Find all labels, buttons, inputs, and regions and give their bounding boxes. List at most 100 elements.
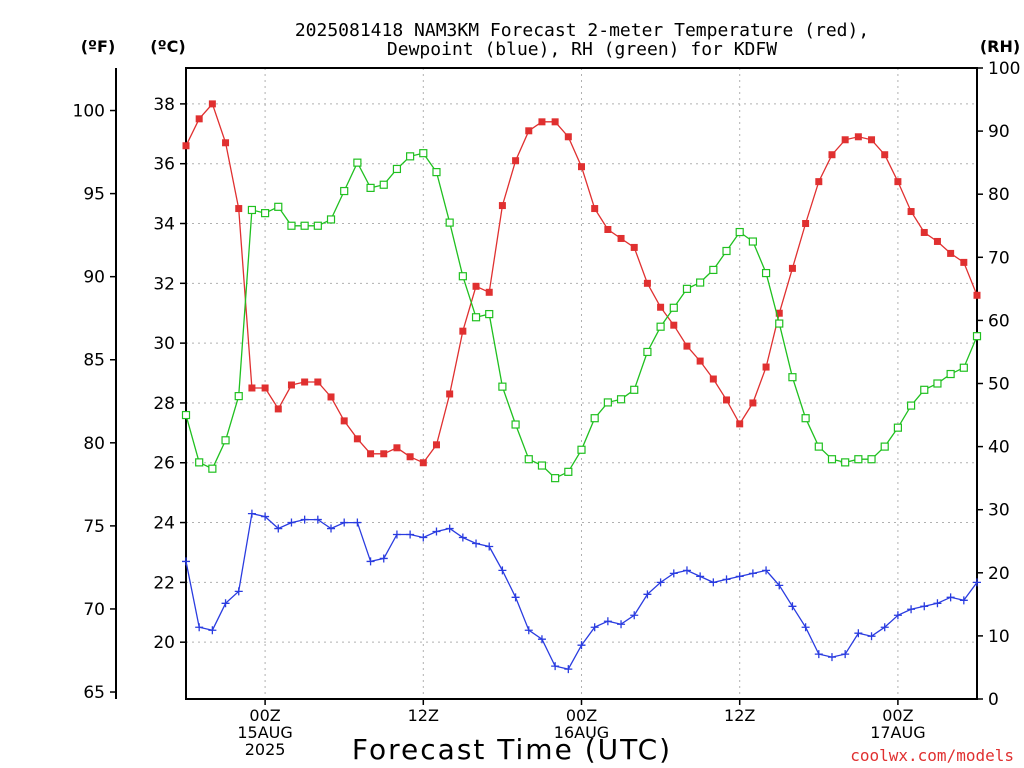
celsius-tick-label: 34 — [153, 215, 175, 235]
rh-series — [181, 149, 982, 483]
temperature-point — [670, 321, 678, 329]
temperature-point — [472, 282, 480, 290]
rh-point — [392, 164, 402, 174]
fahrenheit-tick-label: 65 — [83, 683, 105, 703]
celsius-tick-label: 24 — [153, 514, 175, 534]
rh-point — [761, 268, 771, 278]
dewpoint-point — [590, 623, 599, 632]
rh-point — [379, 180, 388, 189]
dewpoint-point — [959, 596, 968, 605]
dewpoint-point — [682, 566, 691, 575]
rh-point — [353, 158, 362, 167]
rh-point — [524, 455, 533, 464]
rh-point — [498, 382, 507, 391]
fahrenheit-unit-label: (ºF) — [81, 37, 116, 56]
celsius-tick-label: 30 — [153, 334, 175, 354]
temperature-point — [709, 375, 717, 383]
rh-point — [682, 284, 692, 293]
temperature-point — [551, 118, 559, 126]
temperature-point — [578, 163, 585, 171]
rh-point — [616, 395, 626, 404]
rh-point — [603, 398, 612, 407]
dewpoint-point — [419, 533, 428, 542]
temperature-point — [696, 357, 704, 365]
rh-point — [630, 385, 639, 394]
temperature-point — [828, 151, 836, 159]
celsius-tick-label: 28 — [153, 394, 175, 414]
dewpoint-point — [867, 632, 876, 641]
dewpoint-point — [722, 575, 731, 584]
temperature-point — [314, 378, 322, 386]
rh-point — [419, 149, 428, 158]
rh-tick-label: 50 — [988, 375, 1010, 395]
temperature-point — [643, 279, 651, 287]
temperature-point — [564, 133, 572, 141]
rh-point — [959, 363, 968, 372]
rh-point — [511, 420, 520, 429]
temperature-point — [485, 288, 493, 296]
temperature-point — [907, 208, 915, 216]
rh-point — [300, 221, 309, 230]
dewpoint-point — [709, 578, 718, 587]
dewpoint-point — [458, 533, 467, 542]
x-axis-title: Forecast Time (UTC) — [352, 733, 672, 766]
rh-point — [854, 455, 863, 464]
temperature-point — [736, 420, 744, 428]
temperature-point — [973, 291, 981, 299]
dewpoint-point — [551, 662, 560, 671]
rh-point — [814, 442, 823, 451]
rh-point — [735, 227, 744, 237]
celsius-unit-label: (ºC) — [150, 37, 185, 56]
rh-point — [366, 183, 375, 192]
temperature-point — [723, 396, 731, 404]
temperature-point — [854, 133, 862, 141]
rh-point — [261, 209, 270, 218]
dewpoint-point — [617, 620, 626, 629]
rh-point — [590, 414, 599, 423]
dewpoint-point — [603, 617, 612, 626]
rh-tick-label: 80 — [988, 185, 1010, 205]
fahrenheit-axis: 65 70 75 80 85 90 95 100 — [73, 102, 116, 703]
dewpoint-point — [696, 572, 705, 581]
temperature-point — [947, 249, 955, 257]
dewpoint-point — [327, 524, 336, 533]
rh-point — [669, 303, 678, 312]
rh-tick-label: 70 — [988, 248, 1010, 268]
dewpoint-point — [445, 524, 454, 533]
rh-point — [445, 218, 454, 227]
fahrenheit-tick-label: 85 — [83, 351, 105, 371]
dewpoint-point — [801, 623, 810, 632]
rh-point — [221, 436, 230, 445]
temperature-point — [301, 378, 309, 386]
dewpoint-point — [564, 665, 573, 674]
dewpoint-point — [353, 518, 362, 527]
temperature-point — [222, 139, 230, 147]
dewpoint-point — [392, 530, 401, 539]
rh-point — [458, 272, 467, 281]
rh-point — [247, 205, 257, 215]
dewpoint-point — [234, 587, 243, 596]
rh-unit-label: (RH) — [980, 37, 1020, 56]
celsius-tick-label: 32 — [153, 274, 175, 294]
temperature-point — [512, 157, 520, 165]
rh-point — [946, 369, 955, 379]
temperature-point — [353, 435, 361, 443]
temperature-point — [182, 142, 190, 150]
dewpoint-point — [854, 629, 863, 638]
temperature-point — [881, 151, 889, 159]
temperature-point — [920, 228, 928, 236]
temperature-point — [841, 136, 849, 144]
rh-point — [867, 455, 876, 464]
temperature-point — [657, 303, 665, 311]
dewpoint-point — [274, 524, 283, 533]
dewpoint-point — [907, 605, 916, 614]
time-tick-label: 00Z — [566, 706, 597, 725]
temperature-point — [195, 115, 203, 123]
dewpoint-point — [735, 572, 744, 581]
temperature-point — [367, 450, 375, 458]
temperature-point — [380, 450, 388, 458]
rh-point — [551, 474, 560, 483]
rh-point — [775, 319, 784, 328]
